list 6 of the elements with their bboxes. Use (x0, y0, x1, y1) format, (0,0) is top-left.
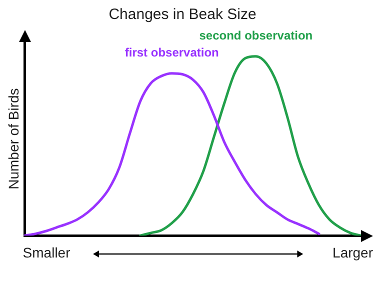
series-label: second observation (199, 28, 313, 43)
text: Smaller (22, 244, 71, 260)
text: Larger (332, 244, 374, 260)
y-axis-title: Number of Birds (5, 88, 22, 190)
chart-title: Changes in Beak Size (108, 6, 256, 24)
series-label: first observation (124, 46, 219, 60)
